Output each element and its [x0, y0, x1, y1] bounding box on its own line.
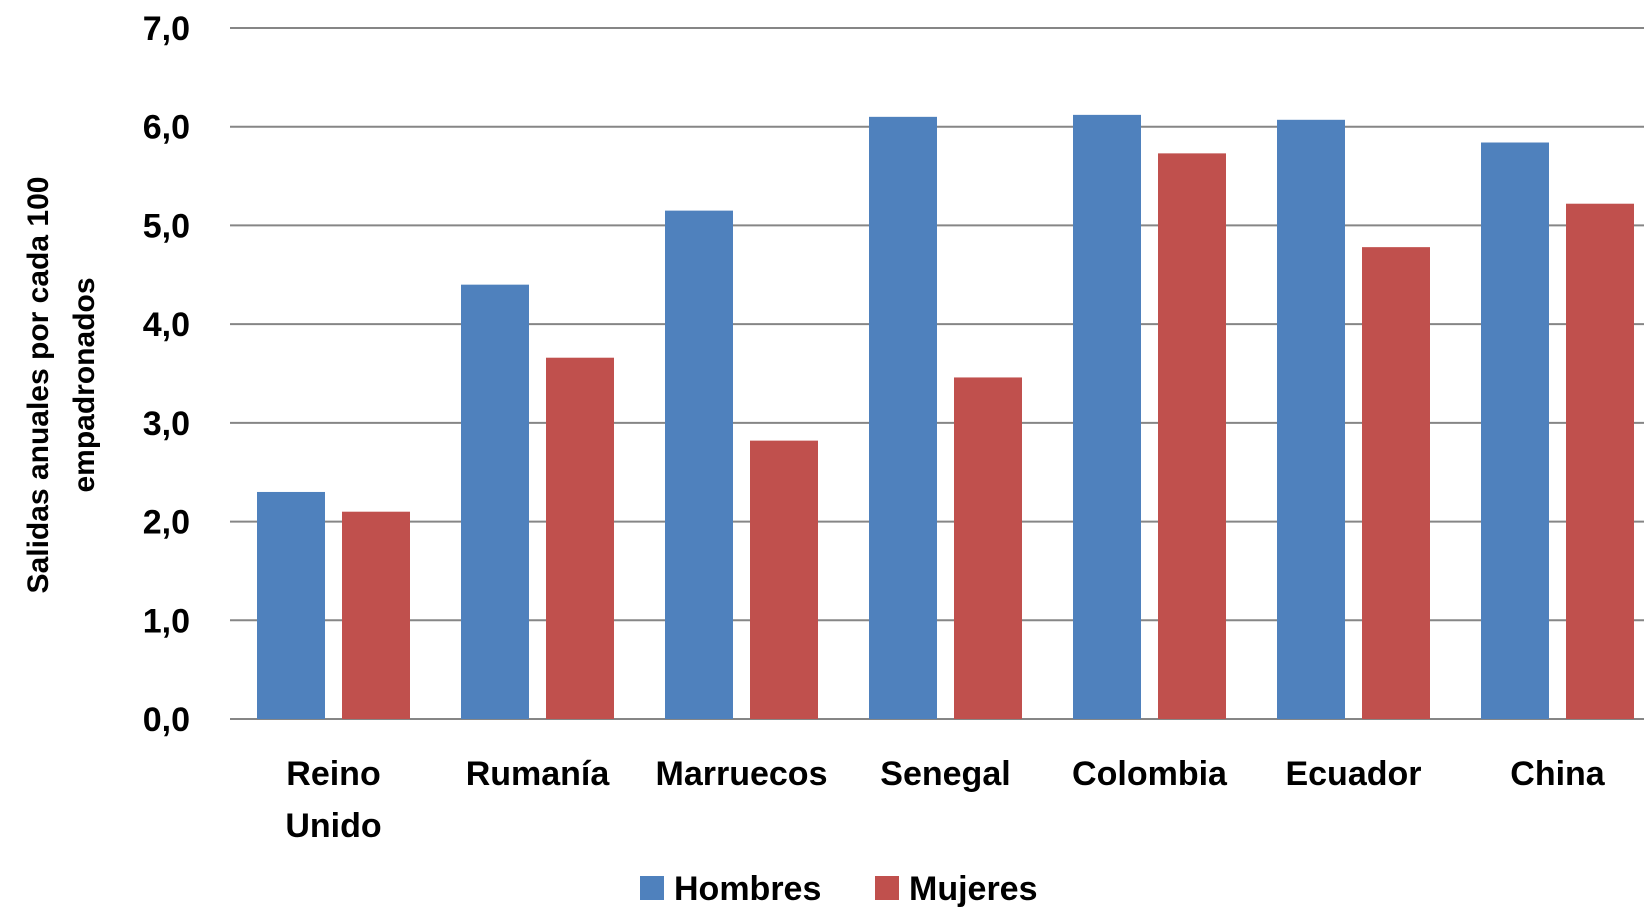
legend: Hombres Mujeres — [640, 870, 1038, 908]
y-tick-label: 7,0 — [143, 10, 190, 48]
bar-mujeres — [1158, 153, 1226, 720]
y-tick-label: 0,0 — [143, 701, 190, 739]
legend-label-hombres: Hombres — [674, 870, 821, 908]
bar-hombres — [1277, 119, 1345, 720]
x-category-label: Marruecos — [656, 755, 828, 793]
bar-mujeres — [1362, 247, 1430, 719]
legend-swatch-mujeres — [875, 876, 899, 900]
bar-hombres — [665, 210, 733, 719]
x-category-label: Rumanía — [466, 755, 611, 793]
y-axis-title-text: Salidas anuales por cada 100 empadronados — [22, 177, 101, 594]
x-category-label: Reino Unido — [285, 755, 381, 845]
y-tick-label: 4,0 — [143, 306, 190, 344]
bar-mujeres — [750, 440, 818, 719]
x-category-label: Colombia — [1072, 755, 1228, 793]
bar-hombres — [257, 491, 325, 719]
bar-mujeres — [546, 357, 614, 719]
y-axis-title: Salidas anuales por cada 100 empadronados — [22, 177, 101, 594]
bar-mujeres — [954, 377, 1022, 719]
y-tick-label: 5,0 — [143, 207, 190, 245]
y-tick-label: 1,0 — [143, 602, 190, 640]
y-axis-tick-labels: 0,0 1,0 2,0 3,0 4,0 5,0 6,0 7,0 — [143, 10, 190, 739]
x-category-label: China — [1510, 755, 1606, 793]
legend-label-mujeres: Mujeres — [909, 870, 1038, 908]
bar-hombres — [1481, 142, 1549, 720]
bar-mujeres — [342, 511, 410, 719]
x-axis-category-labels: Reino Unido Rumanía Marruecos Senegal Colombi… — [285, 755, 1605, 845]
x-category-label: Senegal — [880, 755, 1010, 793]
bar-hombres — [1073, 114, 1141, 719]
bar-hombres — [461, 284, 529, 719]
y-tick-label: 3,0 — [143, 405, 190, 443]
x-category-label: Ecuador — [1285, 755, 1421, 793]
y-tick-label: 2,0 — [143, 504, 190, 542]
bar-hombres — [869, 116, 937, 720]
bar-mujeres — [1566, 203, 1634, 719]
legend-swatch-hombres — [640, 876, 664, 900]
y-tick-label: 6,0 — [143, 109, 190, 147]
bars — [257, 114, 1634, 720]
